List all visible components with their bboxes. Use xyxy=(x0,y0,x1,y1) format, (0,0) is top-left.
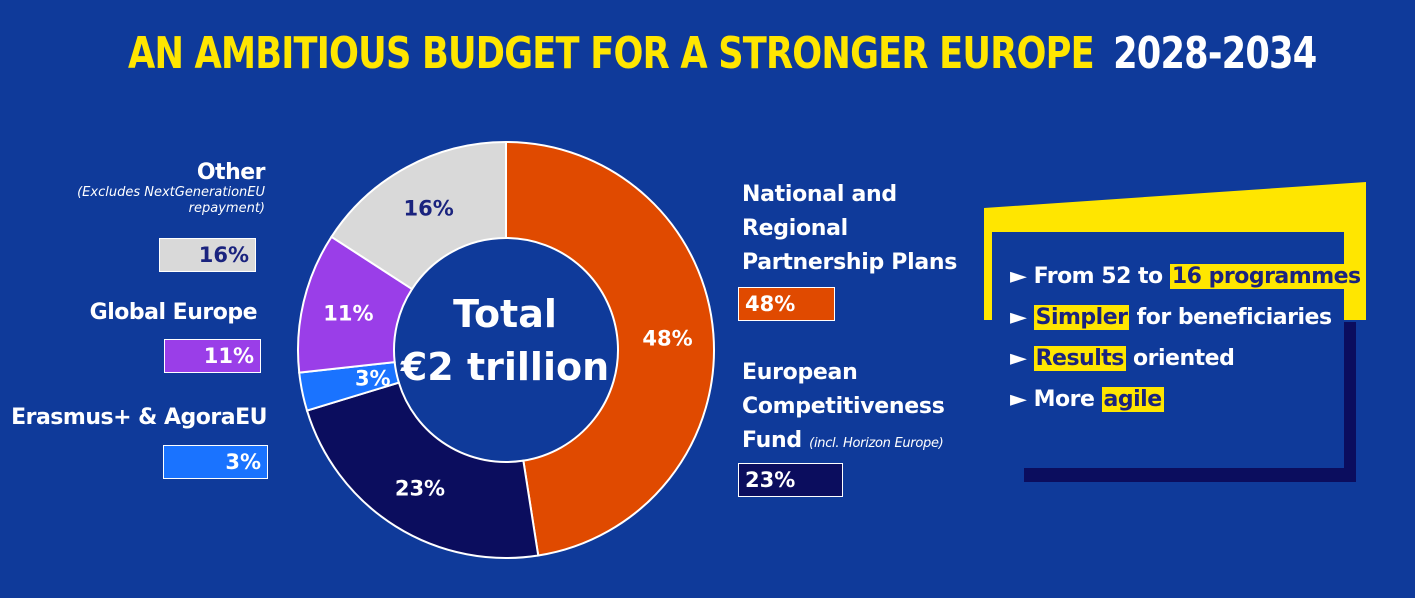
donut-slice-label-4: 16% xyxy=(404,197,454,221)
donut-slice-label-0: 48% xyxy=(642,326,692,350)
center-total-label: Total xyxy=(453,292,557,336)
legend-national-line-1: National and xyxy=(742,182,897,207)
page-title: AN AMBITIOUS BUDGET FOR A STRONGER EUROP… xyxy=(128,28,1317,79)
arrow-icon: ► xyxy=(1010,264,1027,289)
legend-other-note-2: repayment) xyxy=(188,201,265,216)
donut-slice-label-3: 11% xyxy=(323,302,373,326)
center-total-value: €2 trillion xyxy=(400,345,610,389)
arrow-icon: ► xyxy=(1010,346,1027,371)
legend-erasmus-label: Erasmus+ & AgoraEU xyxy=(11,405,267,430)
legend-ecf-line-2: Competitiveness xyxy=(742,394,945,419)
title-years: 2028-2034 xyxy=(1113,28,1317,79)
highlight-item: ► Results oriented xyxy=(1010,346,1235,371)
legend-other-label: Other xyxy=(196,160,266,185)
legend-national-value-box: 48% xyxy=(738,287,835,321)
highlight-mark: Simpler xyxy=(1033,305,1130,330)
legend-national-line-3: Partnership Plans xyxy=(742,250,958,275)
legend-global-europe: Global Europe xyxy=(89,300,258,325)
highlight-mark: Results xyxy=(1033,346,1126,371)
donut-slice-label-2: 3% xyxy=(355,366,391,390)
donut-slice-label-1: 23% xyxy=(395,476,445,500)
donut-slice-1 xyxy=(305,381,540,559)
legend-other-value-box: 16% xyxy=(159,238,256,272)
legend-ecf-value-box: 23% xyxy=(738,463,843,497)
highlight-item: ► More agile xyxy=(1010,387,1164,412)
highlights-list: ► From 52 to 16 programmes ► Simpler for… xyxy=(992,232,1363,468)
legend-ecf: European Competitiveness Fund (incl. Hor… xyxy=(742,356,945,461)
arrow-icon: ► xyxy=(1010,305,1027,330)
legend-erasmus: Erasmus+ & AgoraEU xyxy=(11,405,267,430)
legend-erasmus-value-box: 3% xyxy=(163,445,268,479)
legend-other: Other (Excludes NextGenerationEU repayme… xyxy=(77,160,265,217)
highlight-item: ► Simpler for beneficiaries xyxy=(1010,305,1332,330)
legend-national-line-2: Regional xyxy=(742,216,848,241)
legend-global-europe-label: Global Europe xyxy=(89,300,258,325)
legend-national: National and Regional Partnership Plans xyxy=(742,178,957,280)
highlight-item: ► From 52 to 16 programmes xyxy=(1010,264,1363,289)
highlight-mark: 16 programmes xyxy=(1169,264,1363,289)
highlights-panel: ► From 52 to 16 programmes ► Simpler for… xyxy=(982,180,1372,490)
donut-slice-4 xyxy=(330,140,507,291)
legend-ecf-line-1: European xyxy=(742,360,858,385)
arrow-icon: ► xyxy=(1010,387,1027,412)
legend-ecf-note: (incl. Horizon Europe) xyxy=(809,436,944,451)
highlight-mark: agile xyxy=(1101,387,1164,412)
legend-global-europe-value-box: 11% xyxy=(164,339,261,373)
donut-slice-0 xyxy=(505,140,715,557)
legend-ecf-line-3: Fund xyxy=(742,428,802,453)
title-main: AN AMBITIOUS BUDGET FOR A STRONGER EUROP… xyxy=(128,28,1095,79)
legend-other-note-1: (Excludes NextGenerationEU xyxy=(77,185,265,200)
